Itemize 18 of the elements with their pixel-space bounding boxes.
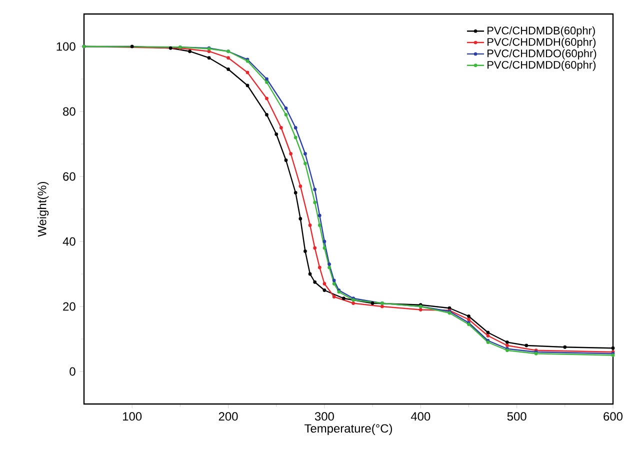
legend-label: PVC/CHDMDB(60phr) (488, 26, 595, 37)
x-tick-label: 400 (410, 412, 430, 421)
legend-label: PVC/CHDMDH(60phr) (488, 38, 596, 48)
y-tick-label: 40 (62, 237, 76, 246)
x-tick-label: 500 (507, 412, 526, 421)
y-tick-label: 80 (63, 107, 76, 116)
legend-label: PVC/CHDMDD(60phr) (488, 60, 596, 71)
x-tick-label: 200 (218, 412, 238, 421)
y-tick-label: 20 (63, 302, 76, 311)
y-tick-label: 60 (63, 172, 76, 181)
x-tick-label: 600 (604, 412, 623, 421)
y-axis-title: Weight(%) (38, 182, 49, 237)
y-tick-label: 100 (56, 42, 76, 51)
legend-label: PVC/CHDMDO(60phr) (488, 49, 596, 60)
x-tick-label: 300 (314, 412, 334, 421)
x-axis-title: Temperature(°C) (304, 424, 392, 436)
x-tick-label: 100 (123, 412, 142, 421)
y-tick-label: 0 (70, 367, 76, 376)
